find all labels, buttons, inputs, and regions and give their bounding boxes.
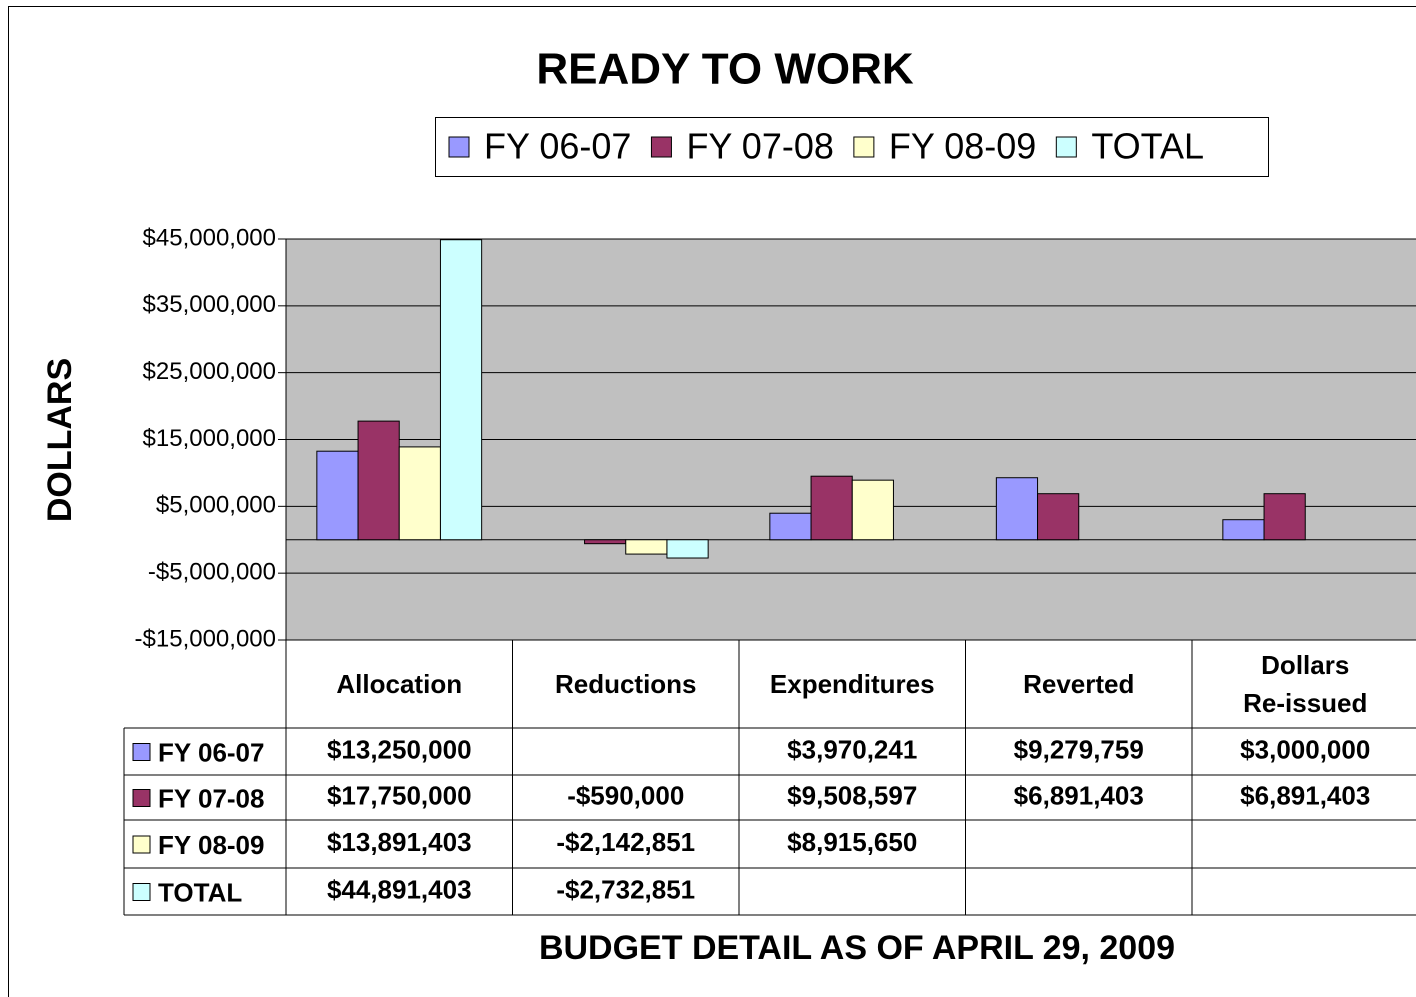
table-value: $13,250,000 [327, 734, 472, 764]
bar [357, 420, 400, 541]
table-value: $6,891,403 [1240, 780, 1370, 810]
legend-key [132, 743, 151, 761]
table-value: $9,508,597 [787, 780, 917, 810]
table-row-label: FY 08-09 [158, 830, 264, 860]
bar [851, 479, 894, 541]
x-tick-label: Reductions [554, 669, 697, 699]
table-value: $17,750,000 [327, 780, 472, 810]
legend-key [132, 835, 151, 854]
table-value: $8,915,650 [787, 827, 917, 857]
legend-key [132, 789, 151, 807]
y-tick-label: -$5,000,000 [148, 559, 276, 586]
legend-key [650, 136, 672, 158]
legend-label: FY 08-09 [889, 126, 1036, 167]
bar [316, 450, 359, 541]
y-tick-label: $5,000,000 [156, 492, 276, 519]
table-row-label: FY 06-07 [158, 737, 264, 767]
chart-title: READY TO WORK [536, 45, 914, 94]
x-axis-title: BUDGET DETAIL AS OF APRIL 29, 2009 [539, 929, 1175, 967]
table-value: $13,891,403 [327, 827, 472, 857]
table-value: $44,891,403 [327, 874, 472, 904]
table-value: -$2,732,851 [556, 874, 695, 904]
legend-key [448, 136, 470, 158]
bar [625, 539, 668, 555]
x-tick-label: Dollars Re-issued [1243, 650, 1368, 718]
bar [439, 239, 483, 541]
legend-label: FY 06-07 [484, 126, 631, 167]
legend-key [132, 883, 151, 901]
bar [1037, 493, 1080, 541]
y-tick-label: $25,000,000 [143, 358, 276, 385]
x-tick-label: Reverted [1023, 669, 1135, 699]
table-value: $3,000,000 [1240, 734, 1370, 764]
y-tick-label: $15,000,000 [143, 425, 276, 452]
table-row-label: FY 07-08 [158, 783, 264, 813]
table-value: $3,970,241 [787, 734, 917, 764]
legend-label: FY 07-08 [686, 126, 833, 167]
table-row-label: TOTAL [158, 877, 242, 907]
bar [584, 539, 627, 545]
legend-key [853, 136, 875, 158]
table-value: -$590,000 [567, 780, 684, 810]
legend-label: TOTAL [1091, 126, 1204, 167]
bar [769, 512, 812, 541]
bar [810, 475, 853, 541]
y-tick-label: -$15,000,000 [135, 625, 276, 652]
bar [1222, 519, 1265, 541]
x-tick-label: Expenditures [769, 669, 935, 699]
x-tick-label: Allocation [336, 669, 463, 699]
y-tick-label: $35,000,000 [143, 291, 276, 318]
bar [666, 539, 709, 559]
bar [1263, 493, 1306, 541]
legend-key [1055, 136, 1077, 158]
y-axis-title: DOLLARS [41, 358, 79, 522]
y-tick-label: $45,000,000 [143, 224, 276, 251]
bar [398, 446, 441, 541]
table-value: $9,279,759 [1014, 734, 1144, 764]
table-value: $6,891,403 [1014, 780, 1144, 810]
legend [435, 117, 1269, 177]
table-value: -$2,142,851 [556, 827, 695, 857]
bar [995, 477, 1039, 541]
